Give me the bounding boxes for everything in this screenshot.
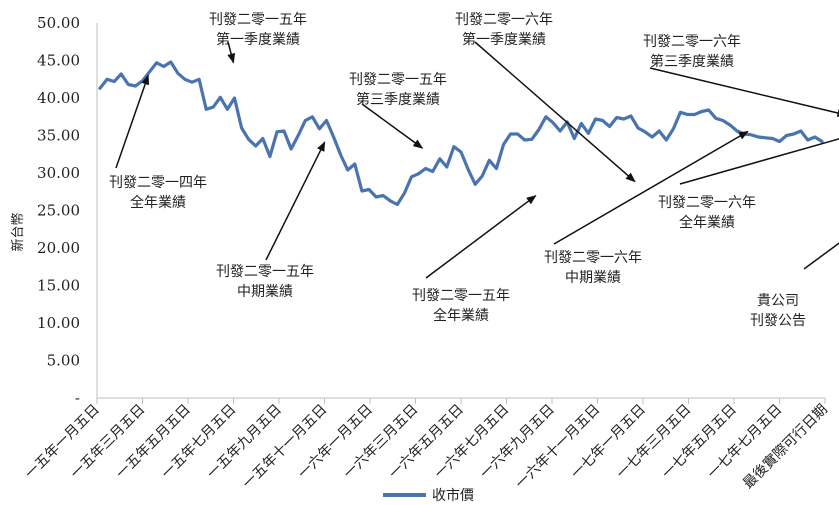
y-tick-labels: - 5.00 10.00 15.00 20.00 25.00 30.00 35.00 40.00…	[37, 14, 80, 407]
annotation-arrow	[361, 103, 424, 149]
y-tick-label: -	[75, 389, 80, 407]
series-price	[98, 60, 824, 207]
annotation-label: 刊發二零一五年	[412, 288, 510, 304]
annotation-label: 刊發二零一五年	[349, 72, 447, 88]
y-tick-label: 35.00	[37, 127, 80, 145]
legend: 收市價	[383, 487, 474, 504]
annotation-label: 第三季度業績	[650, 53, 734, 70]
x-tick-label: 一六年十一月五日	[513, 402, 604, 493]
annotation-arrow	[227, 41, 236, 64]
annotation-label: 全年業績	[433, 307, 489, 324]
annotation-label: 第三季度業績	[356, 91, 440, 108]
x-axis: 一五年一月五日一五年三月五日一五年五月五日一五年七月五日一五年九月五日一五年十一…	[22, 397, 831, 492]
annotation-label: 刊發二零一六年	[544, 250, 642, 266]
y-axis-label: 新台幣	[10, 212, 26, 251]
annotation-label: 刊發二零一六年	[455, 12, 553, 28]
annotation-label: 刊發二零一四年	[109, 175, 207, 191]
x-tick-label: 最後實際可行日期	[740, 401, 831, 492]
annotation-label: 刊發二零一六年	[658, 195, 756, 211]
event-annotations: 刊發二零一四年全年業績刊發二零一五年第一季度業績刊發二零一五年中期業績刊發二零一…	[109, 12, 839, 329]
annotation-arrow	[115, 74, 150, 169]
annotation-arrow	[425, 195, 537, 279]
annotation-label: 刊發二零一五年	[209, 12, 307, 28]
annotation-arrow	[649, 67, 839, 117]
annotation-arrow	[474, 41, 636, 183]
annotation-label: 全年業績	[130, 194, 186, 211]
annotation-arrow	[803, 242, 839, 270]
annotation-label: 刊發二零一六年	[643, 34, 741, 50]
legend-label: 收市價	[432, 487, 474, 504]
price-line	[98, 60, 824, 207]
annotation-label: 全年業績	[679, 214, 735, 231]
y-tick-label: 15.00	[37, 277, 80, 295]
annotation-label: 刊發二零一五年	[216, 264, 314, 280]
y-tick-label: 5.00	[47, 352, 80, 370]
y-tick-label: 10.00	[37, 314, 80, 332]
x-tick-label: 一五年十一月五日	[240, 402, 331, 493]
annotation-label: 貴公司	[757, 293, 799, 309]
annotation-arrow	[553, 130, 749, 245]
annotation-label: 刊發公告	[750, 313, 806, 329]
annotation-label: 第一季度業績	[462, 31, 546, 48]
y-tick-label: 50.00	[37, 14, 80, 32]
annotation-arrow	[265, 141, 326, 261]
y-axis: 新台幣 - 5.00 10.00 15.00 20.00 25.00 30.00 35.00 4…	[10, 14, 98, 407]
y-tick-label: 20.00	[37, 239, 80, 257]
y-tick-label: 45.00	[37, 52, 80, 70]
y-tick-label: 30.00	[37, 164, 80, 182]
y-tick-label: 40.00	[37, 89, 80, 107]
annotation-label: 中期業績	[237, 284, 293, 300]
annotation-arrow	[679, 138, 839, 185]
annotation-label: 第一季度業績	[216, 31, 300, 48]
y-tick-label: 25.00	[37, 202, 80, 220]
annotation-label: 中期業績	[565, 270, 621, 286]
x-tick-labels: 一五年一月五日一五年三月五日一五年五月五日一五年七月五日一五年九月五日一五年十一…	[22, 398, 831, 492]
